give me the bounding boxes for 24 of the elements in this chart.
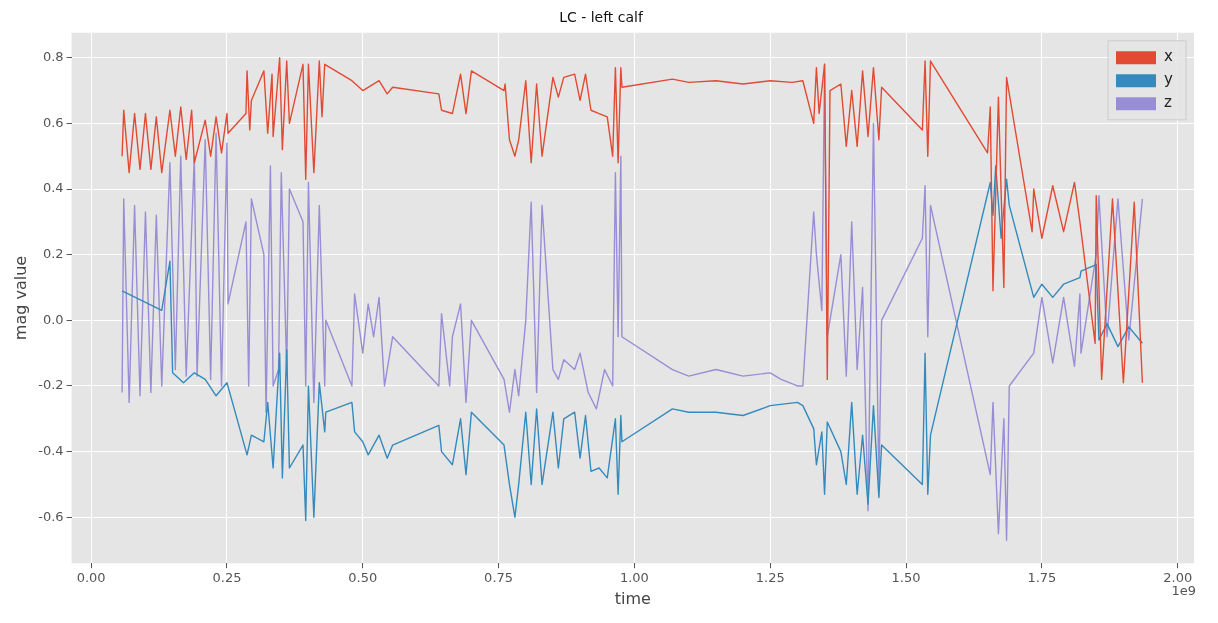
y-tick-label: -0.2 xyxy=(38,377,64,393)
x-tick-label: 1.75 xyxy=(1027,570,1057,586)
legend-label: y xyxy=(1164,70,1173,89)
x-axis-title: time xyxy=(614,588,651,608)
x-tick-label: 0.00 xyxy=(76,570,106,586)
y-tick-label: 0.6 xyxy=(42,114,64,130)
x-tick-label: 1.00 xyxy=(619,570,649,586)
x-tick-label: 0.75 xyxy=(484,570,514,586)
legend-label: z xyxy=(1164,93,1172,112)
x-tick-label: 2.00 xyxy=(1163,570,1193,586)
y-tick-label: 0.8 xyxy=(42,49,64,65)
x-tick-label: 1.50 xyxy=(891,570,921,586)
y-tick-label: 0.0 xyxy=(42,311,64,327)
y-axis-title: mag value xyxy=(10,255,30,341)
x-tick-label: 1.25 xyxy=(755,570,785,586)
chart-title: LC - left calf xyxy=(559,9,644,26)
x-tick-label: 0.50 xyxy=(348,570,378,586)
legend-label: x xyxy=(1164,47,1173,66)
y-tick-label: -0.6 xyxy=(38,508,64,524)
y-tick-label: 0.4 xyxy=(42,180,64,196)
y-tick-label: 0.2 xyxy=(42,246,64,262)
text: 1e9 xyxy=(1171,583,1196,599)
x-tick-label: 0.25 xyxy=(212,570,242,586)
y-tick-label: -0.4 xyxy=(38,442,64,458)
